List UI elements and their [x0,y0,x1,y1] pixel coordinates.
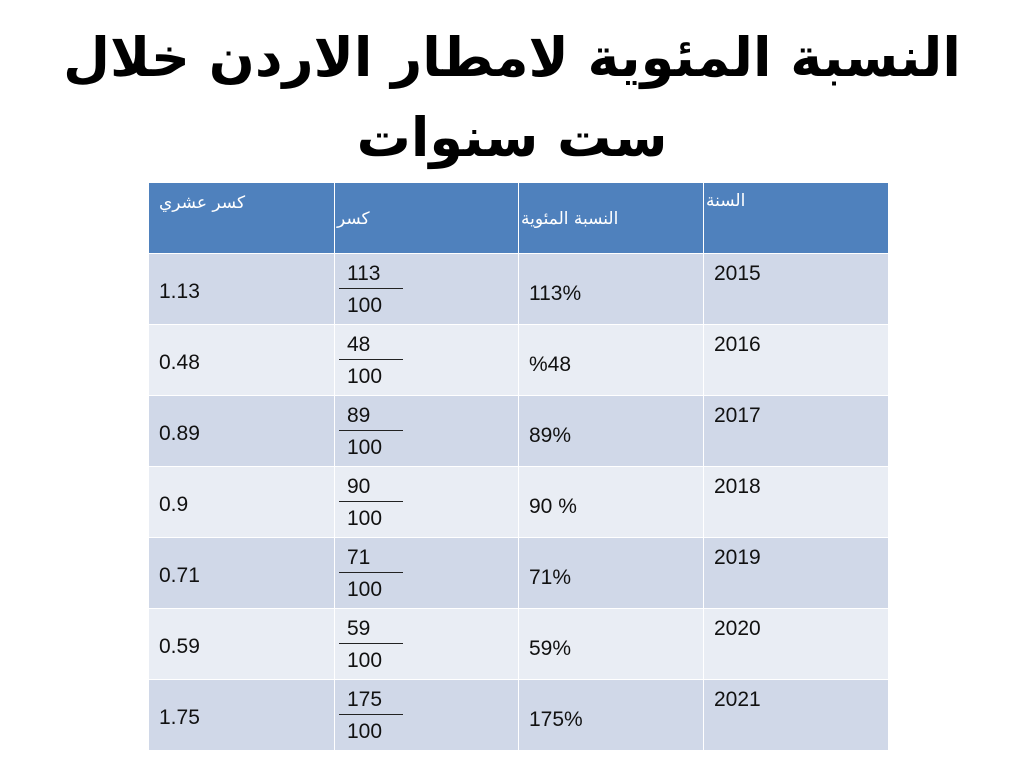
year-cell: 2016 [703,324,889,396]
decimal-value: 1.75 [159,706,200,729]
fraction-bar [339,714,403,715]
table-row: 0.59 59 100 59% 2020 [148,608,889,680]
fraction-numerator: 89 [347,404,371,427]
year-cell: 2017 [703,395,889,467]
fraction-denominator: 100 [347,436,383,459]
fraction-cell: 48 100 [334,324,519,396]
percent-cell: 90 % [518,466,704,538]
fraction-bar [339,643,403,644]
decimal-cell: 0.9 [148,466,335,538]
page-title: النسبة المئوية لامطار الاردن خلال ست سنو… [60,18,964,178]
percent-cell: 89% [518,395,704,467]
percent-cell: 175% [518,679,704,751]
decimal-value: 0.59 [159,635,200,658]
fraction-denominator: 100 [347,649,383,672]
year-cell: 2018 [703,466,889,538]
year-value: 2018 [714,475,761,498]
percent-cell: 71% [518,537,704,609]
percent-cell: 113% [518,253,704,325]
decimal-cell: 1.13 [148,253,335,325]
year-value: 2020 [714,617,761,640]
title-line-1: النسبة المئوية لامطار الاردن خلال [63,26,961,89]
year-value: 2021 [714,688,761,711]
decimal-cell: 0.59 [148,608,335,680]
fraction-numerator: 48 [347,333,371,356]
fraction-denominator: 100 [347,720,383,743]
fraction-denominator: 100 [347,507,383,530]
year-value: 2015 [714,262,761,285]
fraction-numerator: 59 [347,617,371,640]
percent-value: 89% [529,424,572,447]
percent-value: %48 [529,353,572,376]
decimal-value: 0.48 [159,351,200,374]
table-row: 0.71 71 100 71% 2019 [148,537,889,609]
percent-value: 90 % [529,495,577,518]
fraction-numerator: 71 [347,546,371,569]
year-cell: 2021 [703,679,889,751]
decimal-value: 0.9 [159,493,189,516]
fraction-cell: 89 100 [334,395,519,467]
decimal-value: 1.13 [159,280,200,303]
year-cell: 2020 [703,608,889,680]
decimal-value: 0.89 [159,422,200,445]
header-row: كسر عشري كسر النسبة المئوية السنة [148,182,889,254]
header-fraction: كسر [334,182,519,254]
fraction-numerator: 175 [347,688,383,711]
percent-cell: %48 [518,324,704,396]
fraction-numerator: 90 [347,475,371,498]
header-percent: النسبة المئوية [518,182,704,254]
rainfall-table: كسر عشري كسر النسبة المئوية السنة 1.13 11… [148,182,889,751]
fraction-bar [339,359,403,360]
title-line-2: ست سنوات [356,106,668,169]
decimal-cell: 0.89 [148,395,335,467]
percent-value: 71% [529,566,572,589]
fraction-cell: 90 100 [334,466,519,538]
table-row: 0.89 89 100 89% 2017 [148,395,889,467]
fraction-denominator: 100 [347,365,383,388]
year-value: 2016 [714,333,761,356]
decimal-cell: 0.71 [148,537,335,609]
fraction-bar [339,501,403,502]
percent-value: 175% [529,708,583,731]
fraction-cell: 59 100 [334,608,519,680]
table-row: 0.48 48 100 %48 2016 [148,324,889,396]
percent-cell: 59% [518,608,704,680]
decimal-cell: 0.48 [148,324,335,396]
fraction-bar [339,288,403,289]
year-cell: 2019 [703,537,889,609]
year-value: 2017 [714,404,761,427]
fraction-denominator: 100 [347,578,383,601]
table-row: 1.13 113 100 113% 2015 [148,253,889,325]
table-row: 1.75 175 100 175% 2021 [148,679,889,751]
year-cell: 2015 [703,253,889,325]
fraction-bar [339,572,403,573]
header-decimal: كسر عشري [148,182,335,254]
table-row: 0.9 90 100 90 % 2018 [148,466,889,538]
decimal-value: 0.71 [159,564,200,587]
fraction-numerator: 113 [347,262,381,285]
fraction-cell: 71 100 [334,537,519,609]
fraction-bar [339,430,403,431]
fraction-cell: 175 100 [334,679,519,751]
fraction-denominator: 100 [347,294,383,317]
year-value: 2019 [714,546,761,569]
decimal-cell: 1.75 [148,679,335,751]
header-year: السنة [703,182,889,254]
percent-value: 113% [529,282,582,305]
percent-value: 59% [529,637,572,660]
fraction-cell: 113 100 [334,253,519,325]
